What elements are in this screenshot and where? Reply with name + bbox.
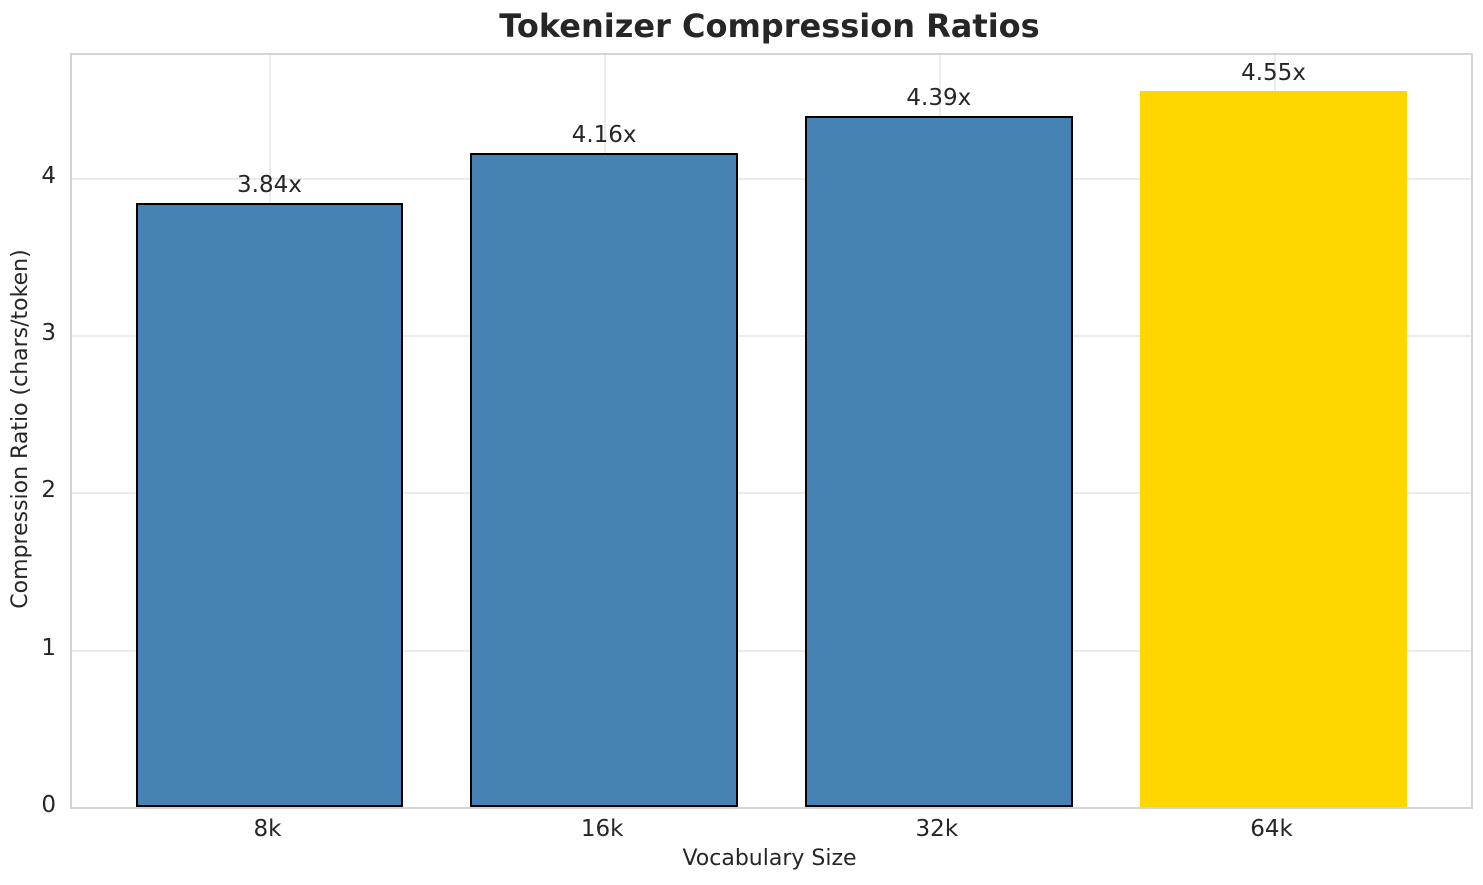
- x-axis-label: Vocabulary Size: [682, 846, 857, 871]
- h-gridline: [72, 492, 1471, 495]
- y-tick-label: 2: [41, 477, 56, 504]
- h-gridline: [72, 649, 1471, 652]
- y-tick-label: 1: [41, 634, 56, 661]
- y-tick-label: 3: [41, 320, 56, 347]
- plot-area: 3.84x 4.16x 4.39x 4.55x: [70, 53, 1473, 809]
- h-gridline: [72, 335, 1471, 338]
- chart-title: Tokenizer Compression Ratios: [499, 7, 1040, 45]
- x-tick-label: 16k: [580, 816, 624, 842]
- y-tick-label: 0: [41, 792, 56, 818]
- bar-value-label: 3.84x: [237, 171, 302, 198]
- x-tick-label: 64k: [1250, 816, 1293, 842]
- bar-64k: [1139, 91, 1408, 807]
- h-gridline: [72, 177, 1471, 180]
- bar-8k: [135, 202, 404, 807]
- bar-32k: [804, 116, 1073, 807]
- bar-value-label: 4.16x: [571, 121, 637, 148]
- bar-value-label: 4.39x: [906, 85, 972, 112]
- bar-16k: [470, 152, 739, 807]
- x-tick-label: 32k: [915, 816, 959, 842]
- y-tick-label: 4: [41, 162, 56, 189]
- bar-value-label: 4.55x: [1241, 60, 1306, 87]
- x-tick-label: 8k: [253, 816, 282, 842]
